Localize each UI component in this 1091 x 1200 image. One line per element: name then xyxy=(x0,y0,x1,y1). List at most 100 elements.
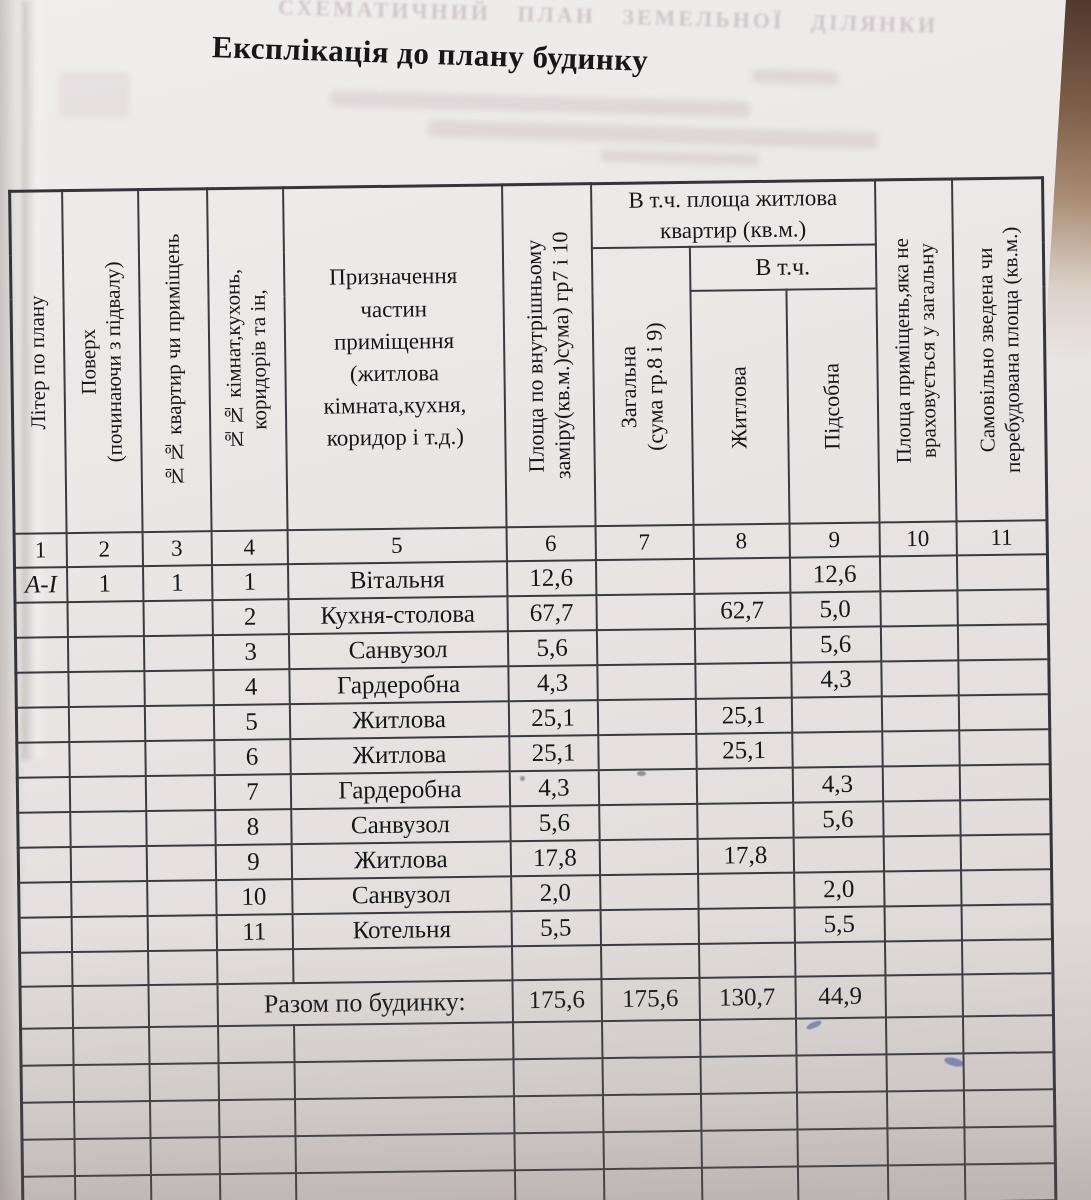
empty-cell xyxy=(20,986,73,1029)
empty-cell xyxy=(22,1139,75,1177)
header-liter-label: Літер по плану xyxy=(24,295,51,430)
cell-area-living: 25,1 xyxy=(695,697,792,734)
empty-cell xyxy=(698,942,795,978)
cell-area-not-counted xyxy=(883,835,961,872)
cell-floor xyxy=(70,846,147,883)
cell-area-living xyxy=(698,907,795,944)
cell-area-utility: 5,0 xyxy=(789,591,881,628)
empty-cell xyxy=(795,1017,886,1056)
cell-area-total xyxy=(599,873,699,911)
cell-purpose: Котельня xyxy=(292,911,512,950)
cell-area-living xyxy=(694,627,791,664)
cell-liter xyxy=(15,637,68,673)
cell-room-no: 9 xyxy=(215,844,292,881)
column-number: 10 xyxy=(879,521,957,557)
cell-apartment-no: 1 xyxy=(142,565,212,602)
cell-area-inner: 4,3 xyxy=(509,770,599,807)
paper-crease xyxy=(22,0,48,760)
header-living-group: В т.ч. площа житлова квартир (кв.м.) xyxy=(590,179,876,249)
cell-liter xyxy=(17,812,71,848)
cell-purpose: Кухня-столова xyxy=(287,596,508,635)
empty-cell xyxy=(294,1096,514,1137)
empty-cell xyxy=(963,1126,1056,1165)
cell-area-utility: 4,3 xyxy=(792,766,883,803)
header-area-unauthorized: Самовільно зведена чи перебудована площа… xyxy=(951,177,1048,522)
cell-room-no: 5 xyxy=(213,704,290,741)
empty-cell xyxy=(603,1167,702,1200)
cell-floor xyxy=(69,776,146,813)
empty-cell xyxy=(885,1016,963,1055)
empty-cell xyxy=(73,1064,150,1103)
cell-area-inner: 25,1 xyxy=(508,735,599,772)
cell-area-unauthorized xyxy=(956,554,1048,591)
bleedthrough-smudge xyxy=(58,72,130,118)
cell-floor xyxy=(69,811,147,848)
header-area-utility: Підсобна xyxy=(785,288,880,524)
cell-area-unauthorized xyxy=(957,659,1050,696)
cell-liter xyxy=(14,602,68,638)
empty-cell xyxy=(962,1052,1055,1091)
cell-liter xyxy=(16,742,70,778)
cell-area-not-counted xyxy=(880,625,958,662)
empty-cell xyxy=(218,1099,295,1138)
cell-area-not-counted xyxy=(882,765,960,802)
column-number: 2 xyxy=(66,532,143,568)
cell-apartment-no xyxy=(146,845,216,882)
cell-room-no: 4 xyxy=(212,669,290,706)
cell-room-no: 11 xyxy=(216,914,293,951)
cell-area-unauthorized xyxy=(960,834,1052,871)
cell-area-living: 25,1 xyxy=(695,732,793,769)
cell-apartment-no xyxy=(144,740,215,777)
header-room-no: №№ кімнат,кухонь, коридорів та ін, xyxy=(206,187,288,532)
empty-cell xyxy=(513,1095,603,1134)
empty-cell xyxy=(147,950,217,986)
cell-floor xyxy=(71,916,148,953)
cell-area-utility xyxy=(791,731,883,768)
empty-cell xyxy=(512,1058,603,1097)
cell-area-not-counted xyxy=(881,695,959,732)
cell-floor xyxy=(67,636,144,673)
header-area-not-counted: Площа приміщень,яка не враховується у за… xyxy=(874,178,957,523)
cell-floor xyxy=(67,671,145,708)
cell-area-utility: 12,6 xyxy=(789,556,880,593)
empty-cell xyxy=(219,1173,296,1200)
bleedthrough-smudge xyxy=(329,90,751,118)
empty-cell xyxy=(149,1100,219,1139)
explication-table: Літер по плану Поверх (починаючи з підва… xyxy=(8,176,1058,1200)
header-area-total-label: Загальна (сума гр.8 і 9) xyxy=(615,322,669,451)
cell-area-unauthorized xyxy=(959,764,1051,801)
empty-cell xyxy=(600,943,699,980)
empty-cell xyxy=(292,946,512,984)
empty-cell xyxy=(512,1021,602,1060)
header-area-unauthorized-label: Самовільно зведена чи перебудована площа… xyxy=(972,226,1025,474)
cell-room-no: 8 xyxy=(214,809,292,846)
cell-area-inner: 17,8 xyxy=(510,840,600,877)
empty-cell xyxy=(795,1054,887,1093)
cell-area-unauthorized xyxy=(958,729,1051,766)
empty-cell xyxy=(149,1137,220,1176)
cell-area-unauthorized xyxy=(956,589,1049,626)
cell-area-utility: 4,3 xyxy=(790,661,882,698)
cell-area-total xyxy=(595,593,695,631)
header-area-living-label: Житлова xyxy=(725,366,752,449)
cell-room-no: 10 xyxy=(215,879,293,916)
cell-area-unauthorized xyxy=(957,624,1049,661)
empty-cell xyxy=(602,1093,701,1133)
cell-liter xyxy=(16,707,69,743)
empty-cell xyxy=(294,1059,514,1100)
cell-area-inner: 2,0 xyxy=(510,875,601,912)
empty-cell xyxy=(73,1101,150,1140)
cell-room-no: 2 xyxy=(211,599,289,636)
header-liter: Літер по плану xyxy=(9,190,67,534)
totals-label: Разом по будинку: xyxy=(216,980,513,1027)
cell-room-no: 7 xyxy=(214,774,291,811)
cell-area-total xyxy=(598,803,698,841)
empty-cell xyxy=(295,1170,515,1200)
empty-cell xyxy=(700,1129,798,1168)
cell-area-inner: 5,6 xyxy=(507,630,597,667)
cell-area-living xyxy=(693,557,790,594)
cell-purpose: Гардеробна xyxy=(290,771,510,810)
cell-area-utility xyxy=(793,836,884,873)
totals-area-total: 175,6 xyxy=(600,977,700,1022)
cell-area-unauthorized xyxy=(961,904,1053,941)
